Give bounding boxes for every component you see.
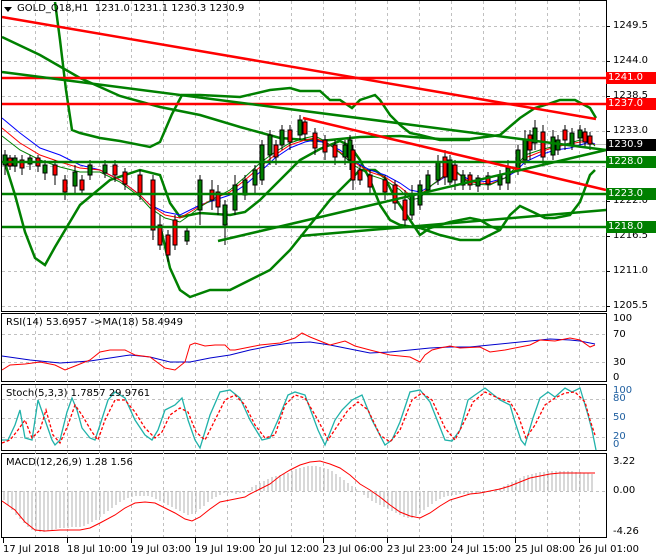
price-tick: 1205.5 [613, 300, 648, 311]
price-tick: 1238.5 [613, 90, 648, 101]
symbol-title: GOLD_Q18,H1 [17, 3, 89, 14]
candles-bear [7, 118, 593, 262]
stoch-tick: 80 [613, 393, 626, 404]
resistance-tag-1237: 1237.0 [606, 98, 656, 110]
price-tick: 1222.0 [613, 195, 648, 206]
rsi-tick: 70 [613, 329, 626, 340]
time-label: 17 Jul 2018 [3, 544, 60, 555]
time-label: 19 Jul 03:00 [131, 544, 191, 555]
ohlc-values: 1231.0 1231.1 1230.3 1230.9 [94, 3, 245, 14]
rsi-tick: 0 [613, 372, 620, 383]
time-label: 24 Jul 15:00 [451, 544, 511, 555]
trendlines [1, 15, 607, 243]
macd-signal-line [1, 460, 595, 532]
current-price-tag: 1230.9 [606, 139, 656, 151]
support-tag-1218: 1218.0 [606, 221, 656, 233]
time-label: 19 Jul 19:00 [195, 544, 255, 555]
stoch-tick: 20 [613, 431, 626, 442]
price-tick: 1233.0 [613, 125, 648, 136]
stoch-tick: 100 [613, 385, 633, 396]
chart-title: GOLD_Q18,H1 1231.0 1231.1 1230.3 1230.9 [17, 3, 244, 15]
macd-tick: 3.22 [613, 456, 636, 467]
rsi-title: RSI(14) 53.6957 ->MA(18) 58.4949 [6, 317, 183, 328]
stoch-title: Stoch(5,3,3) 1.7857 29.9761 [6, 388, 151, 399]
price-tick: 1216.5 [613, 230, 648, 241]
rsi-lines [1, 332, 596, 371]
stoch-lines [1, 387, 597, 451]
resistance-tag-1241: 1241.0 [606, 72, 656, 84]
time-label: 25 Jul 08:00 [515, 544, 575, 555]
macd-tick: -4.26 [613, 526, 639, 537]
time-label: 20 Jul 12:00 [259, 544, 319, 555]
stoch-tick: 50 [613, 412, 626, 423]
rsi-tick: 100 [613, 313, 633, 324]
support-tag-1223: 1223.0 [606, 188, 656, 200]
support-resistance-levels [2, 76, 606, 229]
vertical-grid [35, 1, 580, 537]
bollinger-bands [1, 1, 598, 299]
price-tick: 1211.0 [613, 265, 648, 276]
price-tick: 1244.0 [613, 55, 648, 66]
macd-title: MACD(12,26,9) 1.28 1.56 [6, 457, 133, 468]
stoch-tick: 0 [613, 439, 620, 450]
time-label: 23 Jul 23:00 [387, 544, 447, 555]
time-label: 18 Jul 10:00 [67, 544, 127, 555]
macd-histogram [3, 466, 593, 532]
price-tick: 1249.5 [613, 20, 648, 31]
time-label: 26 Jul 01:00 [579, 544, 639, 555]
candlesticks [2, 115, 593, 262]
macd-tick: 0.00 [613, 485, 636, 496]
triangle-down-icon[interactable] [4, 7, 12, 12]
time-label: 23 Jul 06:00 [323, 544, 383, 555]
rsi-tick: 30 [613, 357, 626, 368]
support-tag-1228: 1228.0 [606, 156, 656, 168]
